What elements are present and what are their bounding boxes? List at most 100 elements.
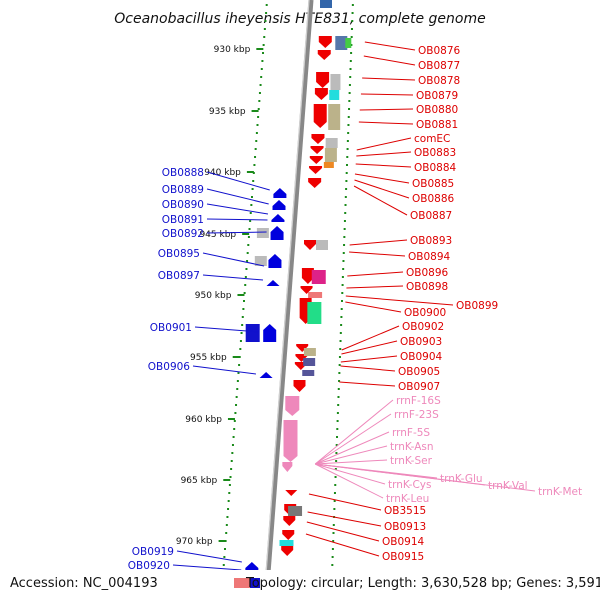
feature-box-gray: [256, 228, 269, 238]
bottom-features: [234, 578, 260, 588]
outer-guide-dot: [350, 52, 353, 54]
map-title: Oceanobacillus iheyensis HTE831, complet…: [114, 11, 485, 27]
forward-gene-label: OB0877: [418, 60, 460, 72]
leader-line: [345, 301, 402, 313]
leader-line: [314, 463, 384, 499]
outer-guide-dot: [332, 540, 335, 542]
feature-box-blue: [250, 578, 260, 588]
inner-guide-dot: [233, 420, 236, 422]
outer-guide-dot: [340, 308, 343, 310]
forward-gene-label: OB0878: [418, 75, 460, 87]
feature-box-green: [345, 38, 352, 48]
feature-box-magenta: [311, 270, 326, 284]
outer-guide-dot: [347, 132, 350, 134]
forward-gene-label: OB0879: [416, 90, 458, 102]
scale-tick: [227, 418, 235, 420]
forward-gene-label: OB0886: [412, 193, 455, 205]
inner-guide-dot: [229, 476, 232, 478]
scale-tick: [251, 110, 259, 112]
inner-guide-dot: [265, 4, 268, 6]
inner-guide-dot: [254, 156, 257, 158]
reverse-gene-arrow: [266, 280, 280, 286]
outer-guide-dot: [336, 428, 339, 430]
inner-guide-dot: [243, 292, 246, 294]
forward-gene-label: OB0903: [400, 336, 442, 348]
forward-gene-label: OB0876: [418, 45, 461, 57]
inner-guide-dot: [230, 468, 233, 470]
forward-gene-arrow: [285, 490, 298, 496]
inner-guide-dot: [249, 220, 252, 222]
forward-gene-label: OB0904: [400, 351, 443, 363]
inner-guide-dot: [243, 300, 245, 302]
leader-line: [315, 463, 536, 492]
outer-guide-dot: [346, 156, 349, 158]
scale-ticks: 930 kbp 935 kbp 940 kbp 945 kbp 950 kbp 955 k…: [176, 45, 264, 547]
outer-guide-dot: [349, 60, 352, 62]
outer-guide-dot: [333, 500, 336, 502]
leader-line: [176, 550, 242, 563]
reverse-gene-arrow: [273, 188, 287, 198]
inner-guide-dot: [246, 252, 249, 254]
outer-guide-dot: [349, 76, 352, 78]
inner-guide-dot: [262, 52, 265, 54]
outer-guide-dot: [334, 484, 337, 486]
reverse-gene-label: OB0889: [162, 184, 204, 196]
inner-guide-dot: [231, 444, 234, 446]
feature-box-salmon: [308, 292, 323, 298]
reverse-gene-arrow: [263, 324, 277, 342]
forward-gene-arrow: [317, 50, 331, 60]
outer-guide-dot: [350, 44, 353, 46]
outer-guide-dot: [339, 348, 342, 350]
reverse-gene-label: OB0888: [162, 167, 204, 179]
leader-line: [172, 564, 242, 571]
outer-guide-dot: [351, 20, 354, 22]
outer-guide-dot: [342, 252, 345, 254]
outer-guide-dot: [332, 532, 335, 534]
outer-guide-dot: [343, 228, 346, 230]
inner-guide-dot: [263, 36, 266, 38]
inner-guide-dot: [255, 140, 258, 142]
footer-background: [0, 570, 600, 600]
outer-guide-dot: [335, 460, 338, 462]
leader-line: [339, 381, 396, 387]
outer-guide-dot: [340, 316, 343, 318]
outer-guide-dot: [334, 476, 337, 478]
outer-guide-dot: [343, 244, 346, 246]
inner-guide-dot: [258, 92, 261, 94]
outer-guide-dot: [347, 124, 350, 126]
forward-gene-label: OB0884: [414, 162, 457, 174]
forward-gene-arrow: [293, 380, 306, 392]
leader-line: [354, 179, 410, 199]
outer-guide-dot: [350, 28, 353, 30]
inner-guide-dot: [222, 564, 225, 566]
inner-guide-dot: [257, 108, 260, 110]
forward-gene-label: OB0887: [410, 210, 452, 222]
outer-guide-dot: [349, 68, 352, 70]
forward-gene-arrow: [304, 240, 316, 250]
forward-gene-label: OB0896: [406, 267, 449, 279]
scale-tick-label: 970 kbp: [176, 537, 213, 547]
reverse-gene-label: OB0895: [158, 248, 200, 260]
reverse-gene-arrow: [259, 372, 273, 378]
leader-line: [314, 413, 392, 465]
forward-gene-arrow: [301, 268, 314, 284]
topology-text: Topology: circular; Length: 3,630,528 bp…: [245, 576, 600, 591]
outer-guide-dot: [348, 108, 351, 110]
outer-guide-dot: [338, 372, 341, 374]
feature-box-blue: [335, 36, 348, 50]
leader-line: [346, 285, 404, 289]
reverse-gene-label: OB0920: [128, 560, 170, 572]
leader-line: [315, 459, 388, 465]
outer-guide-dot: [331, 556, 334, 558]
leader-line: [354, 173, 410, 184]
forward-gene-arrow: [311, 134, 325, 144]
inner-guide-dot: [260, 68, 263, 70]
outer-guide-dot: [338, 380, 341, 382]
inner-guide-dot: [234, 412, 237, 414]
inner-guide-dot: [227, 500, 230, 502]
inner-guide-dot: [254, 148, 257, 150]
leader-line: [206, 203, 269, 215]
outer-guide-dot: [348, 100, 351, 102]
forward-gene-label: OB0883: [414, 147, 456, 159]
feature-box-salmon: [234, 578, 250, 588]
